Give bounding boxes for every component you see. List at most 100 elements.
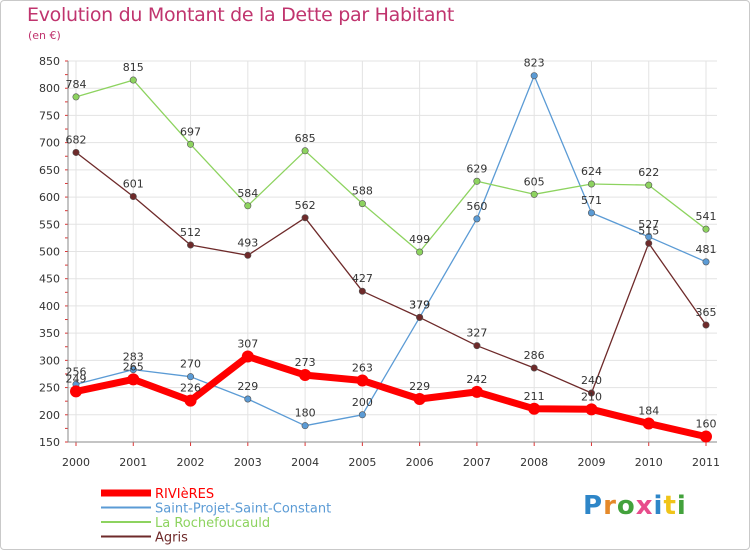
y-tick-label: 450: [39, 273, 60, 286]
data-label: 601: [123, 178, 144, 191]
data-label: 685: [295, 132, 316, 145]
data-point: [358, 287, 366, 295]
data-label: 180: [295, 407, 316, 420]
series-line-2: [75, 79, 707, 253]
data-point: [72, 93, 80, 101]
data-point: [129, 193, 137, 201]
data-point: [299, 369, 312, 382]
data-point: [129, 366, 137, 374]
data-point: [187, 241, 195, 249]
data-label: 249: [66, 372, 87, 385]
legend-label: Saint-Projet-Saint-Constant: [155, 502, 331, 517]
data-label: 211: [524, 390, 545, 403]
data-point: [700, 430, 712, 443]
y-tick-label: 500: [39, 246, 60, 259]
x-tick-label: 2005: [348, 456, 376, 469]
data-point: [301, 147, 309, 155]
data-point: [241, 350, 254, 363]
data-label: 499: [409, 233, 430, 246]
y-tick-label: 150: [39, 436, 60, 449]
x-tick-label: 2004: [291, 456, 319, 469]
data-point: [416, 313, 424, 321]
data-label: 160: [696, 418, 717, 431]
y-tick-label: 700: [39, 137, 60, 150]
data-label: 265: [123, 360, 144, 373]
data-label: 560: [466, 200, 487, 213]
data-label: 273: [295, 356, 316, 369]
data-point: [587, 389, 595, 397]
data-point: [702, 321, 710, 329]
data-point: [244, 251, 252, 259]
y-tick-label: 650: [39, 164, 60, 177]
data-point: [528, 402, 541, 415]
data-point: [356, 374, 369, 387]
data-label: 226: [180, 382, 201, 395]
data-point: [301, 422, 309, 430]
data-label: 286: [524, 349, 545, 362]
data-label: 327: [466, 327, 487, 340]
data-label: 784: [66, 78, 87, 91]
data-label: 493: [237, 236, 258, 249]
data-label: 584: [237, 187, 258, 200]
x-tick-label: 2006: [406, 456, 434, 469]
data-label: 571: [581, 194, 602, 207]
data-point: [530, 72, 538, 80]
proxiti-logo: Proxiti: [583, 491, 687, 521]
data-point: [244, 202, 252, 210]
data-label: 562: [295, 199, 316, 212]
legend-label: La Rochefoucauld: [155, 516, 270, 531]
data-label: 481: [696, 243, 717, 256]
y-tick-label: 300: [39, 354, 60, 367]
legend-label: Agris: [155, 531, 188, 546]
data-point: [244, 395, 252, 403]
data-point: [358, 411, 366, 419]
x-tick-label: 2002: [177, 456, 205, 469]
data-label: 815: [123, 61, 144, 74]
data-point: [72, 148, 80, 156]
data-label: 512: [180, 226, 201, 239]
data-point: [187, 373, 195, 381]
data-label: 184: [638, 404, 659, 417]
data-point: [702, 225, 710, 233]
y-tick-label: 400: [39, 300, 60, 313]
series-line-1: [75, 75, 707, 427]
data-label: 365: [696, 306, 717, 319]
data-point: [587, 180, 595, 188]
y-tick-label: 250: [39, 382, 60, 395]
y-tick-label: 200: [39, 409, 60, 422]
data-label: 588: [352, 185, 373, 198]
data-label: 240: [581, 374, 602, 387]
data-point: [470, 385, 483, 398]
data-point: [530, 190, 538, 198]
data-label: 242: [466, 373, 487, 386]
x-tick-label: 2003: [234, 456, 262, 469]
x-tick-label: 2011: [692, 456, 720, 469]
y-tick-label: 800: [39, 82, 60, 95]
data-point: [642, 417, 655, 430]
data-label: 270: [180, 358, 201, 371]
data-label: 622: [638, 166, 659, 179]
data-label: 427: [352, 272, 373, 285]
y-tick-label: 600: [39, 191, 60, 204]
x-tick-label: 2000: [62, 456, 90, 469]
data-point: [645, 239, 653, 247]
data-label: 379: [409, 298, 430, 311]
data-label: 823: [524, 57, 545, 70]
data-point: [301, 214, 309, 222]
series-line-3: [75, 151, 707, 394]
data-label: 200: [352, 396, 373, 409]
data-point: [645, 181, 653, 189]
data-label: 229: [409, 380, 430, 393]
y-tick-label: 850: [39, 55, 60, 68]
data-label: 229: [237, 380, 258, 393]
chart-subtitle: (en €): [28, 29, 61, 42]
data-point: [530, 364, 538, 372]
data-label: 263: [352, 361, 373, 374]
data-label: 682: [66, 133, 87, 146]
chart-title: Evolution du Montant de la Dette par Hab…: [27, 4, 455, 26]
data-label: 541: [696, 210, 717, 223]
data-label: 515: [638, 224, 659, 237]
data-label: 629: [466, 162, 487, 175]
data-point: [702, 258, 710, 266]
